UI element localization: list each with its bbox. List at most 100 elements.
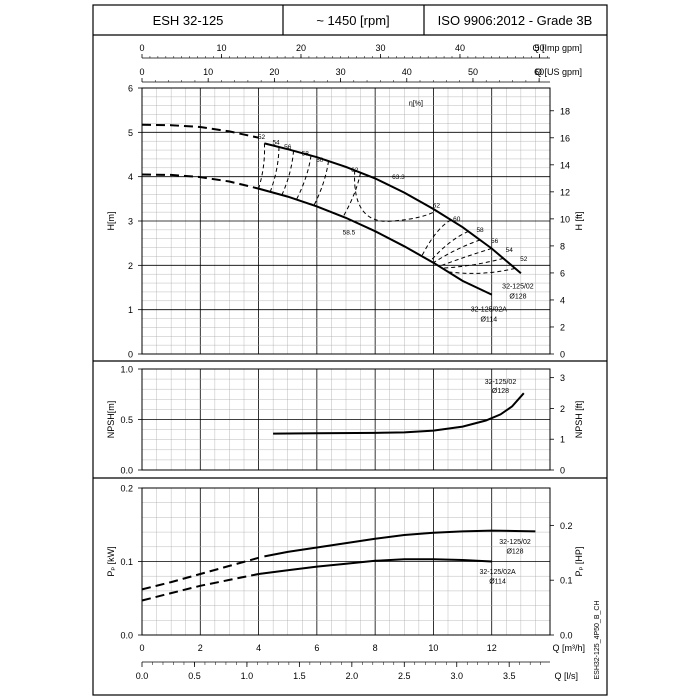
efficiency-iso-line (281, 150, 295, 196)
ls-tick-label: 2.0 (346, 671, 359, 681)
ls-tick-label: 3.5 (503, 671, 516, 681)
head-ytick-right-label: 4 (560, 295, 565, 305)
npsh-ytick-label: 0.5 (120, 415, 133, 425)
head-label-main: 32-125/02 (502, 283, 534, 290)
power-label-a: 32-125/02A (479, 569, 516, 576)
ls-tick-label: 1.5 (293, 671, 306, 681)
npsh-ytick-label: 0.0 (120, 466, 133, 476)
head-ytick-right-label: 8 (560, 241, 565, 251)
power-label-main: 32-125/02 (499, 539, 531, 546)
power-ytick-right-label: 0.1 (560, 576, 573, 586)
efficiency-label: 60 (316, 157, 324, 164)
efficiency-label: 54 (272, 140, 280, 147)
imp-gpm-tick-label: 20 (296, 43, 306, 53)
npsh-ylabel-right: NPSH [ft] (574, 401, 584, 439)
npsh-ytick-right-label: 3 (560, 373, 565, 383)
imp-gpm-axis-label: Q [Imp gpm] (532, 43, 582, 53)
efficiency-iso-line (296, 155, 312, 200)
head-ytick-right-label: 6 (560, 268, 565, 278)
efficiency-label: 52 (520, 256, 528, 263)
head-ytick-right-label: 12 (560, 187, 570, 197)
us-gpm-tick-label: 60 (534, 67, 544, 77)
power-ylabel-right: Pₚ [HP] (574, 547, 584, 577)
head-ytick-label: 3 (128, 217, 133, 227)
head-ytick-label: 2 (128, 261, 133, 271)
npsh-ytick-right-label: 0 (560, 466, 565, 476)
head-label-a-dia: Ø114 (480, 317, 497, 324)
m3h-tick-label: 4 (256, 643, 261, 653)
efficiency-iso-line (342, 172, 362, 217)
side-code: ESH32-125_4P50_B_CH (594, 601, 601, 680)
head-ytick-right-label: 2 (560, 322, 565, 332)
power-label-a-dia: Ø114 (489, 579, 506, 586)
imp-gpm-tick-label: 30 (375, 43, 385, 53)
efficiency-iso-line (258, 143, 266, 189)
efficiency-label: 58 (476, 227, 484, 234)
outer-frame (92, 4, 608, 696)
imp-gpm-tick-label: 50 (534, 43, 544, 53)
head-ytick-label: 6 (128, 84, 133, 94)
imp-gpm-tick-label: 0 (139, 43, 144, 53)
head-ytick-label: 5 (128, 128, 133, 138)
npsh-ytick-right-label: 2 (560, 404, 565, 414)
efficiency-iso-line-peak (354, 170, 437, 222)
efficiency-label: 58.5 (343, 229, 356, 236)
npsh-ytick-label: 1.0 (120, 365, 133, 375)
efficiency-iso-line (433, 239, 481, 264)
efficiency-iso-line (269, 147, 280, 193)
head-ytick-right-label: 10 (560, 214, 570, 224)
head-ytick-label: 1 (128, 305, 133, 315)
head-ytick-right-label: 18 (560, 106, 570, 116)
head-label-main-dia: Ø128 (509, 294, 526, 301)
power-ytick-right-label: 0.0 (560, 631, 573, 641)
us-gpm-tick-label: 50 (468, 67, 478, 77)
efficiency-label: 62 (351, 167, 359, 174)
head-ytick-label: 0 (128, 350, 133, 360)
npsh-label-dia: Ø128 (492, 388, 509, 395)
efficiency-label: 58 (302, 150, 310, 157)
head-ytick-label: 4 (128, 172, 133, 182)
us-gpm-tick-label: 40 (402, 67, 412, 77)
npsh-label: 32-125/02 (485, 379, 517, 386)
ls-tick-label: 2.5 (398, 671, 411, 681)
power-curve-main (264, 529, 536, 558)
head-curve-dashed-a (141, 173, 259, 190)
m3h-tick-label: 6 (314, 643, 319, 653)
ls-tick-label: 1.0 (241, 671, 254, 681)
power-curve-dashed-a (141, 573, 259, 602)
us-gpm-tick-label: 10 (203, 67, 213, 77)
header-speed: ~ 1450 [rpm] (316, 12, 390, 28)
head-label-a: 32-125/02A (471, 306, 508, 313)
us-gpm-axis-label: Q [US gpm] (535, 67, 582, 77)
power-ytick-label: 0.0 (120, 631, 133, 641)
efficiency-label: 54 (506, 247, 514, 254)
header-model: ESH 32-125 (152, 12, 224, 28)
ls-tick-label: 3.0 (450, 671, 463, 681)
efficiency-axis-label: η[%] (409, 101, 423, 108)
efficiency-label: 63.3 (392, 174, 405, 181)
efficiency-iso-line (442, 257, 504, 269)
m3h-axis-label: Q [m³/h] (552, 643, 585, 653)
efficiency-iso-line (447, 267, 516, 274)
efficiency-label: 56 (284, 144, 292, 151)
m3h-tick-label: 2 (198, 643, 203, 653)
efficiency-iso-line (313, 160, 330, 206)
imp-gpm-tick-label: 10 (216, 43, 226, 53)
head-ylabel-right: H [ft] (574, 211, 584, 230)
power-ytick-label: 0.1 (120, 557, 133, 567)
efficiency-label: 60 (453, 216, 461, 223)
m3h-tick-label: 0 (139, 643, 144, 653)
us-gpm-tick-label: 0 (139, 67, 144, 77)
ls-axis-label: Q [l/s] (554, 671, 578, 681)
head-ylabel: H[m] (106, 212, 116, 231)
power-ytick-right-label: 0.2 (560, 521, 573, 531)
m3h-tick-label: 10 (428, 643, 438, 653)
header-standard: ISO 9906:2012 - Grade 3B (437, 12, 593, 28)
ls-tick-label: 0.5 (188, 671, 201, 681)
power-curve-dashed-main (141, 556, 259, 591)
efficiency-iso-line (439, 248, 492, 267)
head-ytick-right-label: 14 (560, 160, 570, 170)
us-gpm-tick-label: 20 (269, 67, 279, 77)
